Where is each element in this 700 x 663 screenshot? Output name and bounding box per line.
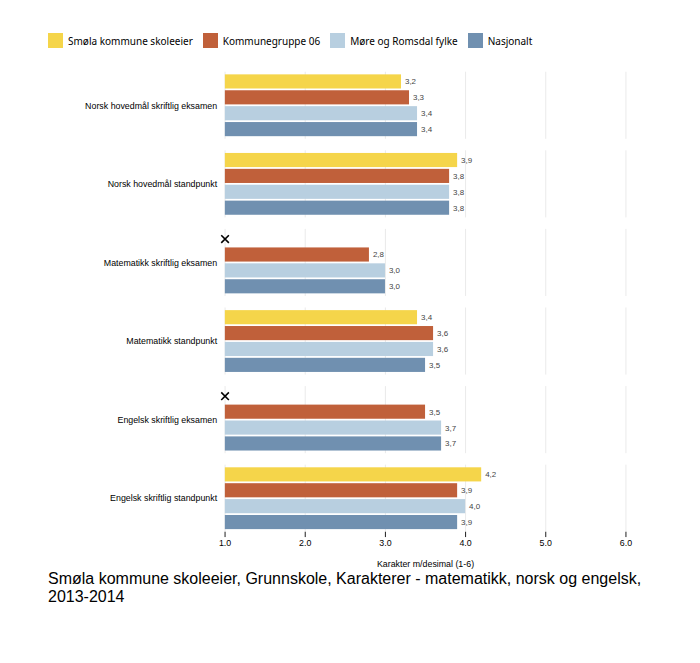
svg-text:Matematikk skriftlig eksamen: Matematikk skriftlig eksamen bbox=[104, 258, 217, 268]
svg-text:3,8: 3,8 bbox=[453, 204, 465, 213]
svg-text:3,7: 3,7 bbox=[445, 439, 457, 448]
svg-text:4,0: 4,0 bbox=[469, 502, 481, 511]
svg-text:6.0: 6.0 bbox=[620, 538, 632, 548]
svg-text:3,9: 3,9 bbox=[461, 518, 473, 527]
svg-text:5.0: 5.0 bbox=[540, 538, 552, 548]
svg-text:3,9: 3,9 bbox=[461, 486, 473, 495]
svg-text:3,4: 3,4 bbox=[421, 109, 433, 118]
svg-text:3,9: 3,9 bbox=[461, 156, 473, 165]
svg-text:4.0: 4.0 bbox=[459, 538, 471, 548]
svg-text:4,2: 4,2 bbox=[485, 470, 497, 479]
svg-text:Karakter m/desimal (1-6): Karakter m/desimal (1-6) bbox=[377, 559, 474, 569]
svg-text:3,2: 3,2 bbox=[405, 77, 417, 86]
svg-text:Engelsk skriftlig eksamen: Engelsk skriftlig eksamen bbox=[117, 415, 217, 425]
svg-text:3,8: 3,8 bbox=[453, 188, 465, 197]
html-text:Kommunegruppe 06: Kommunegruppe 06 bbox=[222, 33, 321, 48]
svg-text:3,4: 3,4 bbox=[421, 125, 433, 134]
svg-text:3,0: 3,0 bbox=[389, 282, 401, 291]
svg-text:2.0: 2.0 bbox=[299, 538, 311, 548]
svg-text:3,8: 3,8 bbox=[453, 172, 465, 181]
svg-text:3,3: 3,3 bbox=[413, 93, 425, 102]
svg-text:Norsk hovedmål standpunkt: Norsk hovedmål standpunkt bbox=[108, 179, 218, 189]
svg-text:3,4: 3,4 bbox=[421, 313, 433, 322]
html-text:Nasjonalt: Nasjonalt bbox=[487, 33, 533, 48]
svg-text:Matematikk standpunkt: Matematikk standpunkt bbox=[126, 336, 217, 346]
svg-text:3,5: 3,5 bbox=[429, 361, 441, 370]
svg-text:3,6: 3,6 bbox=[437, 345, 449, 354]
svg-text:3.0: 3.0 bbox=[379, 538, 391, 548]
html-text:Møre og Romsdal fylke: Møre og Romsdal fylke bbox=[350, 33, 458, 48]
svg-text:2,8: 2,8 bbox=[373, 250, 385, 259]
html-text:Smøla kommune skoleeier, Grunn: Smøla kommune skoleeier, Grunnskole, Kar… bbox=[48, 569, 642, 605]
html-text:Smøla kommune skoleeier: Smøla kommune skoleeier bbox=[68, 33, 193, 48]
svg-text:3,0: 3,0 bbox=[389, 266, 401, 275]
svg-text:3,7: 3,7 bbox=[445, 424, 457, 433]
svg-text:Norsk hovedmål skriftlig eksam: Norsk hovedmål skriftlig eksamen bbox=[85, 101, 217, 111]
svg-text:3,5: 3,5 bbox=[429, 408, 441, 417]
svg-text:3,6: 3,6 bbox=[437, 329, 449, 338]
svg-text:Engelsk skriftlig standpunkt: Engelsk skriftlig standpunkt bbox=[110, 493, 218, 503]
svg-text:1.0: 1.0 bbox=[219, 538, 231, 548]
